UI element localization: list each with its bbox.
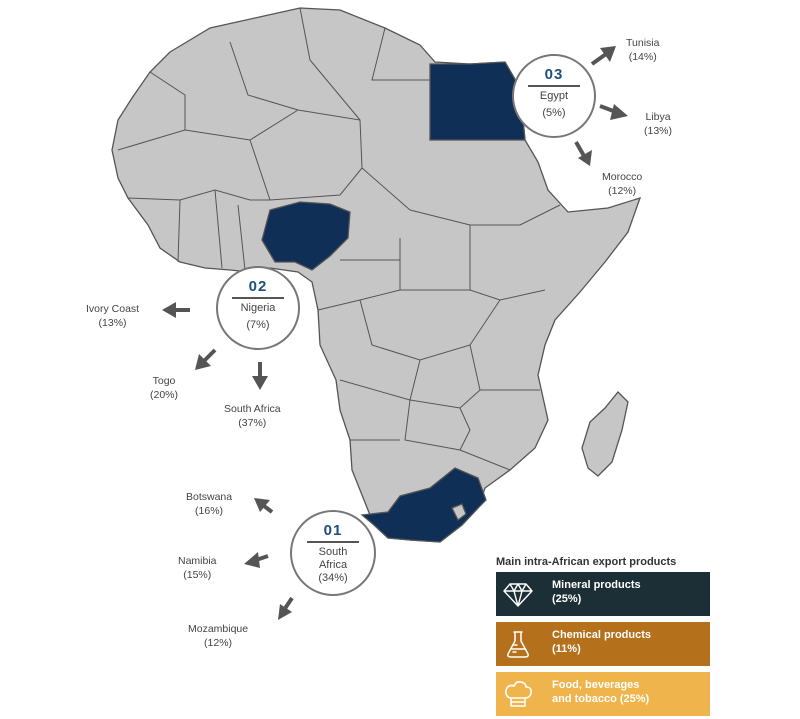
hub-percent: (5%) [542,106,566,119]
product-label-line2: and tobacco (25%) [552,693,650,705]
hub-nigeria: 02 Nigeria (7%) [216,266,300,350]
south-africa [360,467,487,543]
destination-percent: (13%) [644,125,673,137]
hub-name: Egypt [539,89,569,102]
destination-percent: (37%) [238,417,267,429]
destination-name: Namibia [178,555,217,567]
destination-morocco: Morocco (12%) [602,170,642,198]
diamond-icon [503,583,533,607]
destination-namibia: Namibia (15%) [178,554,217,582]
hub-percent: (7%) [246,318,270,331]
destination-mozambique: Mozambique (12%) [188,622,248,650]
hub-name: Nigeria [240,301,276,314]
destination-percent: (12%) [204,637,233,649]
hub-percent: (34%) [318,571,348,584]
destination-togo: Togo (20%) [150,374,178,402]
legend-title: Main intra-African export products [496,556,677,568]
chef-hat-icon [505,681,532,707]
hub-divider [307,541,359,543]
egypt [429,61,526,141]
hub-name: South Africa [318,545,348,571]
destination-name: Mozambique [188,623,249,635]
destination-name: Ivory Coast [86,303,140,315]
hub-number: 01 [323,522,343,539]
hub-egypt: 03 Egypt (5%) [512,54,596,138]
product-label-line1: Food, beverages [552,679,640,691]
destination-tunisia: Tunisia (14%) [626,36,659,64]
flask-icon [507,631,529,658]
lesotho [451,503,467,521]
destination-percent: (16%) [195,505,224,517]
madagascar [581,391,629,477]
destination-south-africa: South Africa (37%) [224,402,281,430]
product-label-line2: (11%) [552,643,581,655]
destination-name: South Africa [224,403,281,415]
destination-ivory-coast: Ivory Coast (13%) [86,302,139,330]
destination-name: Libya [645,111,671,123]
product-label: Food, beverages and tobacco (25%) [552,678,649,706]
hub-divider [232,297,284,299]
product-food: Food, beverages and tobacco (25%) [496,672,710,716]
product-label: Chemical products (11%) [552,628,651,656]
destination-name: Togo [152,375,176,387]
destination-percent: (14%) [628,51,657,63]
nigeria [261,201,351,271]
country-borders [117,7,561,471]
destination-percent: (15%) [183,569,212,581]
destination-percent: (13%) [98,317,127,329]
product-label-line1: Mineral products [552,579,641,591]
hub-divider [528,85,580,87]
destination-name: Botswana [186,491,233,503]
destination-name: Morocco [602,171,643,183]
product-label-line1: Chemical products [552,629,652,641]
product-chemical: Chemical products (11%) [496,622,710,666]
hub-number: 02 [248,278,268,295]
hub-number: 03 [544,66,564,83]
hub-south-africa: 01 South Africa (34%) [290,510,376,596]
product-label: Mineral products (25%) [552,578,641,606]
destination-libya: Libya (13%) [644,110,672,138]
destination-percent: (20%) [150,389,179,401]
product-label-line2: (25%) [552,593,582,605]
destination-name: Tunisia [626,37,660,49]
product-mineral: Mineral products (25%) [496,572,710,616]
flow-arrows [162,46,628,620]
destination-botswana: Botswana (16%) [186,490,232,518]
destination-percent: (12%) [608,185,637,197]
